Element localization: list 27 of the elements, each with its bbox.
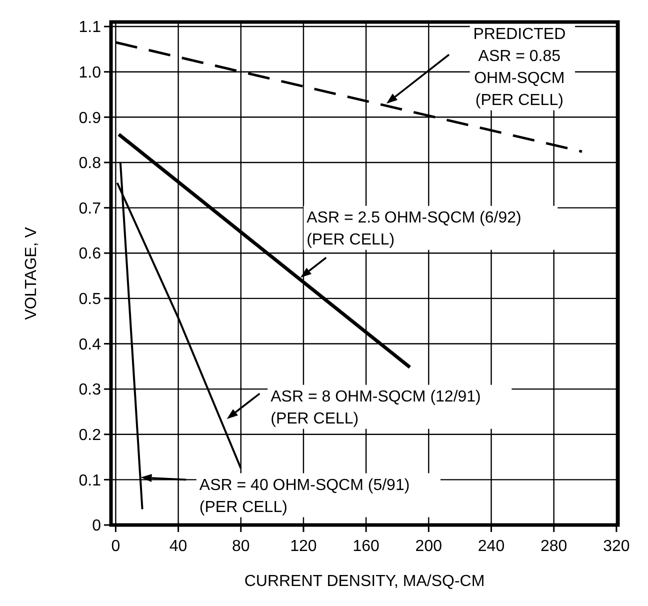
x-tick-label: 40 bbox=[169, 538, 188, 555]
x-tick-label: 320 bbox=[603, 538, 630, 555]
y-tick-label: 0.6 bbox=[78, 246, 102, 263]
y-tick-label: 0 bbox=[92, 518, 102, 535]
y-tick-label: 1.1 bbox=[78, 19, 102, 36]
x-tick-label: 280 bbox=[540, 538, 568, 555]
y-tick-label: 0.4 bbox=[78, 336, 102, 354]
y-tick-label: 0.1 bbox=[78, 472, 102, 490]
y-tick-label: 0.3 bbox=[78, 382, 102, 399]
x-axis-title: CURRENT DENSITY, MA/SQ-CM bbox=[244, 573, 485, 590]
y-tick-label: 0.5 bbox=[78, 291, 102, 308]
annotation: ASR = 8 OHM-SQCM (12/91) (PER CELL) bbox=[270, 388, 481, 428]
annotation: ASR = 40 OHM-SQCM (5/91) (PER CELL) bbox=[199, 476, 410, 516]
y-axis-title: VOLTAGE, V bbox=[23, 226, 40, 320]
y-tick-label: 0.9 bbox=[78, 110, 102, 127]
y-tick-label: 0.7 bbox=[78, 200, 102, 218]
x-tick-label: 0 bbox=[111, 538, 120, 555]
annotation: ASR = 2.5 OHM-SQCM (6/92) (PER CELL) bbox=[306, 209, 522, 248]
x-tick-label: 80 bbox=[232, 538, 250, 555]
annotation: PREDICTED ASR = 0.85 OHM-SQCM (PER CELL) bbox=[473, 26, 566, 109]
y-tick-label: 1.0 bbox=[78, 64, 102, 82]
x-tick-label: 200 bbox=[415, 538, 442, 555]
x-tick-label: 240 bbox=[478, 538, 505, 555]
x-tick-label: 120 bbox=[290, 538, 317, 555]
y-tick-label: 0.2 bbox=[78, 426, 102, 444]
y-tick-label: 0.8 bbox=[78, 155, 102, 172]
x-tick-label: 160 bbox=[352, 538, 380, 555]
